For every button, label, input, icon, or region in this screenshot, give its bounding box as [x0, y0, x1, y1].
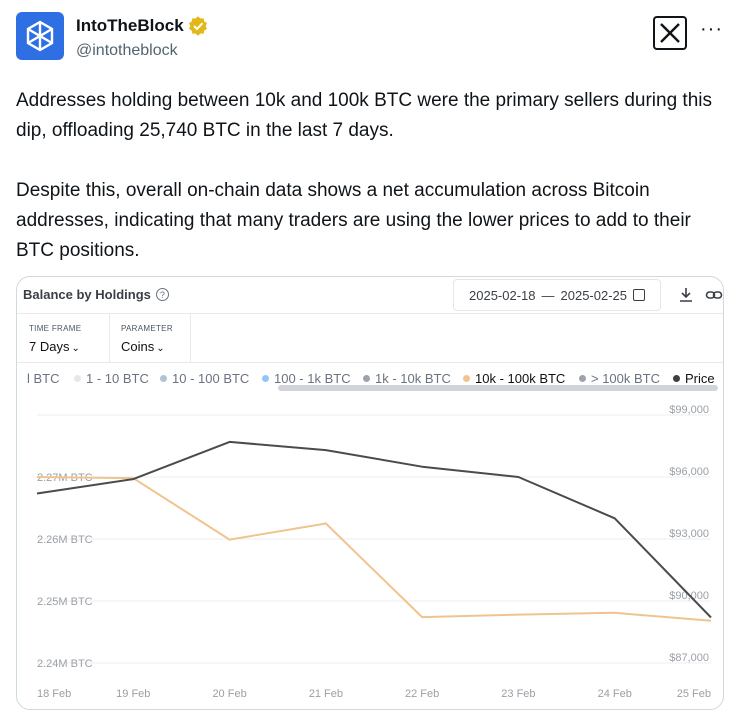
holdings-10k-100k-series-line [36, 476, 712, 622]
legend-item[interactable]: > 100k BTC [579, 371, 660, 386]
chart-card[interactable]: Balance by Holdings ? 2025-02-18 — 2025-… [16, 276, 724, 710]
x-glyph-icon [660, 23, 680, 43]
legend-item[interactable]: 10k - 100k BTC [463, 371, 565, 386]
tweet-text: Addresses holding between 10k and 100k B… [16, 86, 731, 266]
handle[interactable]: @intotheblock [76, 42, 178, 59]
date-start: 2025-02-18 [469, 287, 536, 303]
legend-label: 1k - 10k BTC [375, 371, 451, 386]
x-axis-tick-label: 23 Feb [501, 688, 535, 700]
verified-badge-icon [188, 16, 207, 36]
legend-label: 1 - 10 BTC [86, 371, 149, 386]
legend-item[interactable]: l BTC [27, 371, 60, 386]
y-axis-right-tick-label: $99,000 [669, 404, 709, 416]
x-axis-tick-label: 20 Feb [212, 688, 246, 700]
legend-label: > 100k BTC [591, 371, 661, 386]
help-icon[interactable]: ? [155, 288, 169, 301]
legend-dot [673, 375, 680, 382]
time-frame-label: TIME FRAME [29, 324, 82, 333]
x-axis-tick-label: 21 Feb [309, 688, 343, 700]
x-axis-tick-label: 25 Feb [677, 688, 711, 700]
tweet-header: IntoTheBlock @intotheblock ··· [16, 12, 727, 66]
x-axis-tick-label: 22 Feb [405, 688, 439, 700]
parameter-value: Coins [121, 339, 155, 354]
time-frame-select[interactable]: 7 Days ⌄ [29, 339, 80, 354]
intotheblock-logo-icon [26, 20, 54, 52]
parameter-select[interactable]: Coins ⌄ [121, 339, 165, 354]
chevron-down-icon: ⌄ [71, 343, 80, 354]
calendar-icon [633, 289, 645, 301]
y-axis-left-tick-label: 2.25M BTC [37, 596, 93, 608]
more-options-icon[interactable]: ··· [700, 18, 723, 40]
legend-item[interactable]: Price [673, 371, 715, 386]
legend-label: Price [685, 371, 715, 386]
legend-dot [463, 375, 470, 382]
legend-dot [363, 375, 370, 382]
avatar[interactable] [16, 12, 64, 60]
y-axis-right-tick-label: $96,000 [669, 466, 709, 478]
y-axis-left-tick-label: 2.26M BTC [37, 534, 93, 546]
legend-item[interactable]: 1k - 10k BTC [363, 371, 451, 386]
name-row: IntoTheBlock [76, 16, 208, 36]
x-axis-tick-label: 24 Feb [598, 688, 632, 700]
legend-label: l BTC [27, 371, 60, 386]
parameter-label: PARAMETER [121, 324, 173, 333]
link-icon[interactable] [705, 286, 723, 304]
legend-dot [262, 375, 269, 382]
legend-dot [74, 375, 81, 382]
y-axis-left-tick-label: 2.24M BTC [37, 658, 93, 670]
card-title: Balance by Holdings ? [23, 287, 169, 302]
legend-item[interactable]: 1 - 10 BTC [74, 371, 149, 386]
legend-label: 10k - 100k BTC [475, 371, 566, 386]
date-range-picker[interactable]: 2025-02-18 — 2025-02-25 [453, 279, 661, 311]
time-frame-value: 7 Days [29, 339, 70, 354]
price-series-line [36, 440, 712, 619]
y-axis-right-tick-label: $87,000 [669, 652, 709, 664]
display-name[interactable]: IntoTheBlock [76, 16, 184, 35]
x-axis-tick-label: 18 Feb [37, 688, 71, 700]
chevron-down-icon: ⌄ [156, 343, 165, 354]
legend-item[interactable]: 100 - 1k BTC [262, 371, 351, 386]
legend-label: 10 - 100 BTC [172, 371, 250, 386]
card-title-text: Balance by Holdings [23, 287, 151, 302]
tweet-paragraph-1: Addresses holding between 10k and 100k B… [16, 90, 712, 141]
x-logo-icon[interactable] [653, 16, 687, 50]
time-frame-filter[interactable]: TIME FRAME 7 Days ⌄ [17, 314, 110, 362]
date-end: 2025-02-25 [560, 287, 628, 303]
tweet-paragraph-2: Despite this, overall on-chain data show… [16, 180, 691, 261]
download-icon[interactable] [677, 286, 695, 304]
y-axis-right-tick-label: $93,000 [669, 528, 709, 540]
legend-scrollbar[interactable] [278, 385, 718, 391]
x-axis-tick-label: 19 Feb [116, 688, 150, 700]
chart-legend: l BTC 1 - 10 BTC 10 - 100 BTC 100 - 1k B… [17, 369, 723, 393]
legend-dot [160, 375, 167, 382]
filter-bar: TIME FRAME 7 Days ⌄ PARAMETER Coins ⌄ [17, 313, 723, 363]
legend-label: 100 - 1k BTC [274, 371, 351, 386]
legend-dot [579, 375, 586, 382]
parameter-filter[interactable]: PARAMETER Coins ⌄ [109, 314, 191, 362]
legend-item[interactable]: 10 - 100 BTC [160, 371, 249, 386]
date-separator: — [541, 287, 555, 303]
